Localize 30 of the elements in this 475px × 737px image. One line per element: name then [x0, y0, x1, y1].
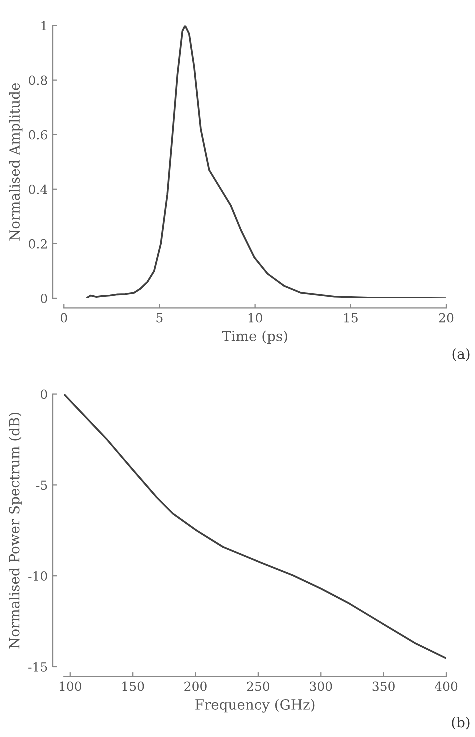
x-tick-label: 0 [60, 313, 68, 323]
text: (a) [452, 348, 470, 362]
x-tick-label: 15 [344, 313, 358, 323]
line-series [86, 26, 446, 298]
x-tick-label: 350 [372, 682, 395, 692]
y-tick-label: -15 [28, 662, 48, 672]
x-tick-label: 400 [434, 682, 458, 692]
y-tick-label: 0.6 [29, 130, 48, 140]
y-axis-title: Normalised Amplitude [9, 83, 23, 241]
y-tick-label: 0.4 [29, 184, 48, 194]
x-tick-label: 100 [60, 682, 82, 692]
x-tick-label: 150 [122, 682, 144, 692]
y-tick-label: 0.8 [29, 76, 48, 86]
y-tick-label: -5 [36, 480, 48, 490]
x-tick-label: 10 [248, 313, 262, 323]
x-tick-label: 300 [310, 682, 332, 692]
y-tick-label: 1 [42, 21, 46, 31]
text: (b) [452, 716, 470, 730]
x-tick-label: 250 [247, 682, 270, 692]
y-axis-title: Normalised Power Spectrum (dB) [9, 412, 22, 649]
x-tick-label: 5 [156, 313, 163, 323]
x-tick-label: 20 [439, 313, 454, 323]
line-series [64, 394, 446, 660]
y-tick-label: 0.2 [29, 239, 47, 249]
y-tick-label: 0 [41, 294, 48, 304]
y-tick-label: 0 [41, 390, 48, 400]
x-axis-title: Frequency (GHz) [196, 699, 315, 713]
x-tick-label: 200 [184, 682, 207, 692]
y-tick-label: -10 [28, 572, 48, 582]
x-axis-title: Time (ps) [222, 330, 288, 344]
